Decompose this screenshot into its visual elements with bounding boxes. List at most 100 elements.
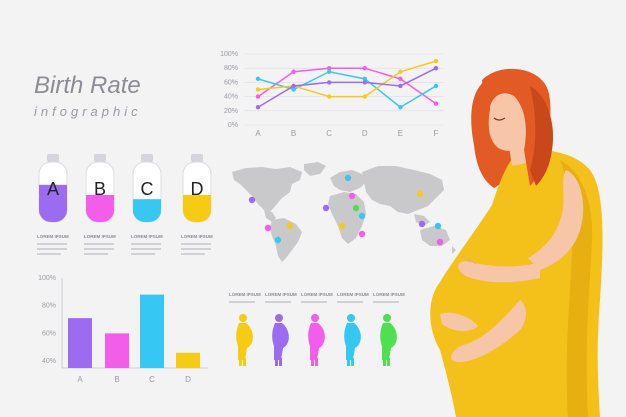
x-tick-label: E: [398, 129, 403, 138]
series-point: [398, 105, 403, 110]
x-tick-label: A: [77, 375, 83, 384]
bar-chart: 40% 60% 80% 100% A B C D: [38, 275, 208, 384]
figure-leg: [315, 358, 318, 366]
tube-letter: B: [94, 179, 106, 199]
map-marker: [338, 222, 346, 230]
line-chart: 0% 20% 40% 60% 80% 100% A B C D E F: [220, 51, 444, 138]
series-point: [398, 83, 403, 89]
x-tick-label: B: [114, 375, 119, 384]
pregnant-woman-illustration: [430, 68, 603, 417]
bar: [176, 352, 200, 368]
series-point: [291, 83, 296, 89]
pregnant-figure-icon: [308, 314, 325, 366]
series-point: [327, 69, 332, 74]
tube-fill-top: [86, 195, 114, 205]
series-line: [257, 67, 437, 105]
figure-leg: [279, 358, 282, 366]
series-point: [433, 83, 439, 89]
figure-caption: LOREM IPSUM: [301, 292, 333, 297]
series-point: [398, 76, 403, 82]
figure-caption: LOREM IPSUM: [373, 292, 405, 297]
x-tick-label: D: [362, 129, 368, 138]
series-point: [255, 87, 261, 92]
series-point: [255, 94, 261, 99]
series-point: [433, 66, 439, 71]
series-line: [257, 70, 437, 109]
figure-leg: [383, 358, 386, 366]
figure-leg: [243, 358, 246, 366]
x-tick-label: C: [149, 375, 155, 384]
y-tick-label: 60%: [42, 330, 56, 337]
map-marker: [286, 222, 294, 230]
map-marker: [264, 224, 272, 232]
figure-leg: [347, 358, 350, 366]
figure-body: [272, 323, 289, 360]
map-marker: [358, 230, 366, 238]
tube-fill-top: [39, 184, 67, 195]
tube-caption: LOREM IPSUM: [131, 234, 163, 239]
map-marker: [352, 204, 360, 212]
series-line: [257, 67, 437, 108]
map-marker: [274, 236, 282, 244]
series-point: [291, 87, 296, 92]
series-point: [362, 66, 367, 71]
figure-body: [236, 323, 253, 360]
tube-cap: [94, 154, 106, 162]
pregnant-figure-icon: [236, 314, 253, 366]
figure-caption: LOREM IPSUM: [265, 292, 297, 297]
series-line: [257, 60, 437, 98]
figure-head: [239, 314, 247, 322]
map-marker: [322, 204, 330, 212]
tube-cap: [47, 154, 59, 162]
figure-body: [344, 323, 361, 360]
series-point: [362, 94, 367, 99]
series-point: [255, 105, 261, 110]
series-point: [327, 94, 332, 99]
page-title: Birth Rate: [34, 72, 141, 99]
map-marker: [434, 222, 442, 230]
figure-head: [347, 314, 355, 322]
figure-leg: [311, 358, 314, 366]
figure-caption: LOREM IPSUM: [229, 292, 261, 297]
figure-head: [383, 314, 391, 322]
figure-caption: LOREM IPSUM: [337, 292, 369, 297]
world-map: [232, 162, 456, 262]
x-tick-label: F: [434, 129, 439, 138]
tube-fill-top: [183, 195, 211, 205]
y-tick-label: 80%: [224, 65, 238, 72]
bar: [105, 333, 129, 368]
map-marker: [348, 192, 356, 200]
y-tick-label: 0%: [228, 122, 238, 129]
figure-body: [308, 323, 325, 360]
tube-cap: [191, 154, 203, 162]
tube-cap: [141, 154, 153, 162]
y-tick-label: 40%: [42, 358, 56, 365]
x-tick-label: B: [291, 129, 296, 138]
y-tick-label: 80%: [42, 303, 56, 310]
y-tick-label: 100%: [220, 51, 238, 58]
map-marker: [416, 190, 424, 198]
y-tick-label: 40%: [224, 94, 238, 101]
tube-caption: LOREM IPSUM: [181, 234, 213, 239]
figure-head: [275, 314, 283, 322]
series-point: [291, 69, 296, 74]
pregnant-figure-icon: [380, 314, 397, 366]
map-marker: [436, 238, 444, 246]
figure-leg: [239, 358, 242, 366]
figure-leg: [387, 358, 390, 366]
pregnant-figure-icon: [272, 314, 289, 366]
figure-body: [380, 323, 397, 360]
map-marker: [248, 196, 256, 204]
series-point: [255, 76, 261, 82]
y-tick-label: 60%: [224, 79, 238, 86]
series-point: [327, 80, 332, 85]
x-tick-label: D: [185, 375, 191, 384]
figure-leg: [275, 358, 278, 366]
tube-letter: D: [191, 179, 204, 199]
page-subtitle: infographic: [34, 104, 142, 119]
series-point: [433, 101, 439, 106]
map-marker: [418, 220, 426, 228]
pregnant-figure-icon: [344, 314, 361, 366]
tube-caption: LOREM IPSUM: [84, 234, 116, 239]
y-tick-label: 20%: [224, 108, 238, 115]
